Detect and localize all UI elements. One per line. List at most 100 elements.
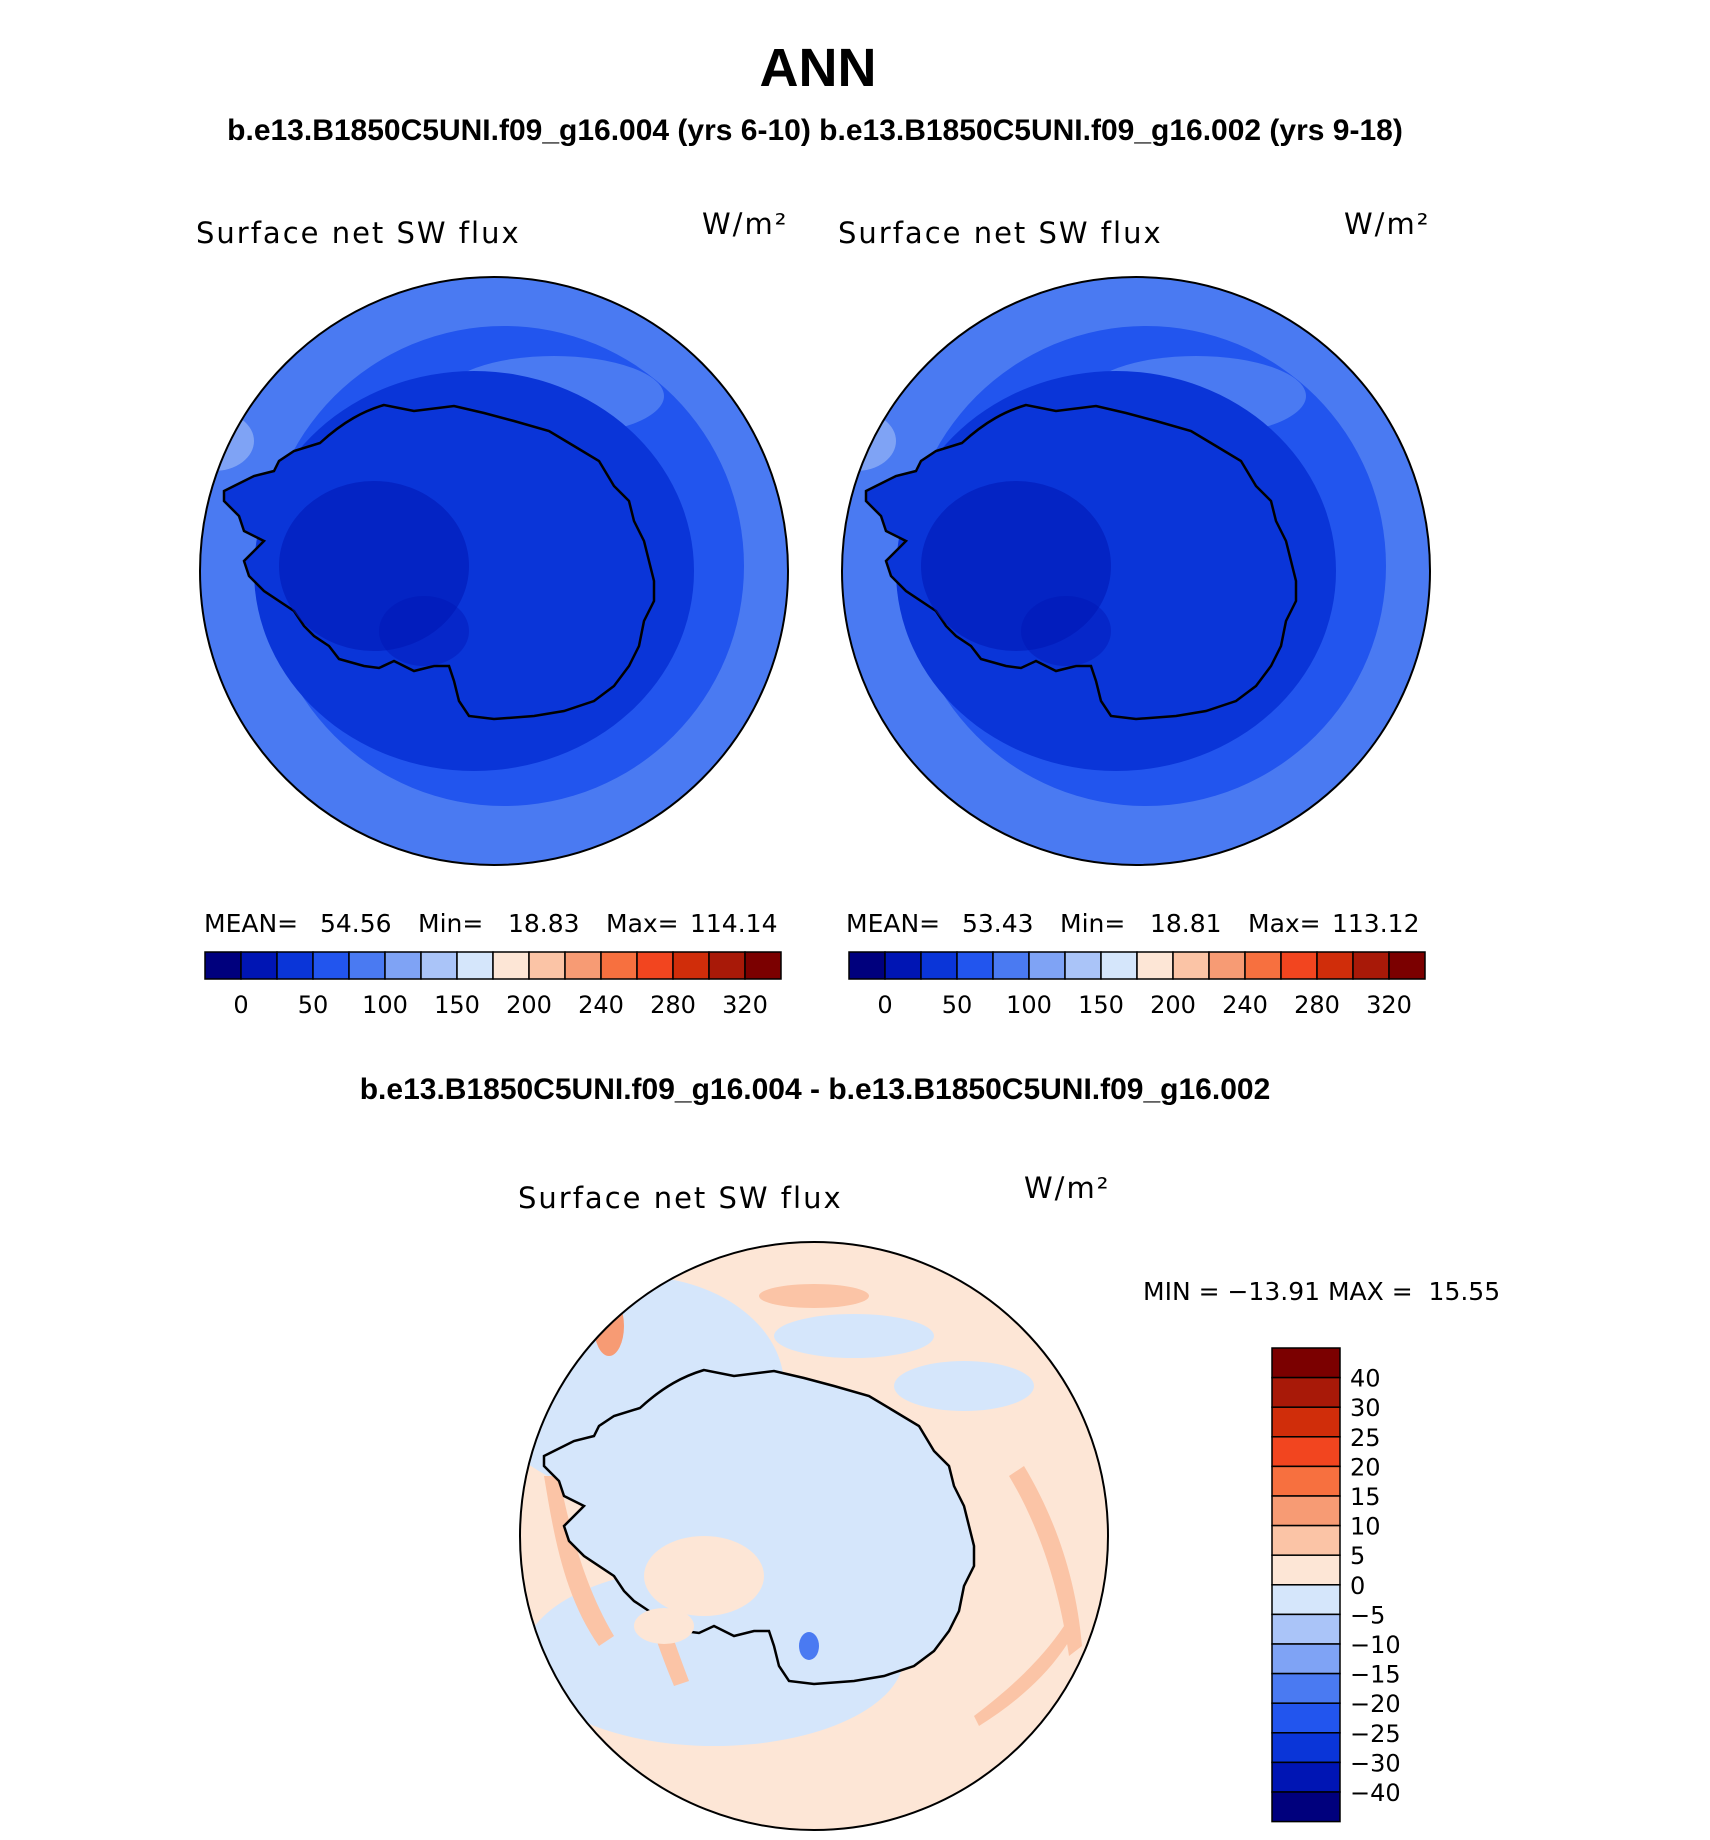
colorbar-tick-label: 240 [578,991,624,1019]
colorbar-swatch [636,951,674,980]
colorbar-tick-label: 150 [1078,991,1124,1019]
colorbar-tick-label: 40 [1350,1365,1381,1393]
colorbar-tick-label: 50 [298,991,329,1019]
panel-1-colorbar: 0 50 100 150 200 240 280 320 [204,951,782,1019]
colorbar-swatch [1271,1524,1341,1556]
colorbar-tick-label: 30 [1350,1394,1381,1422]
colorbar-swatch [1352,951,1390,980]
panel-2-antarctica [864,403,1298,721]
colorbar-swatch [600,951,638,980]
colorbar-tick-label: 100 [1006,991,1052,1019]
colorbar-swatch [240,951,278,980]
panel-1-mean-label: MEAN= [204,909,298,938]
colorbar-tick-label: 280 [650,991,696,1019]
colorbar-swatch [1271,1732,1341,1764]
colorbar-tick-label: −20 [1350,1690,1401,1718]
colorbar-swatch [276,951,314,980]
panel-1-max-value: 114.14 [690,909,777,938]
panel-2-max-value: 113.12 [1332,909,1419,938]
colorbar-tick-label: 200 [506,991,552,1019]
panel-1-min-label: Min= [418,909,483,938]
colorbar-tick-label: 15 [1350,1483,1381,1511]
colorbar-swatch [1271,1761,1341,1793]
colorbar-swatch [1064,951,1102,980]
colorbar-swatch [1271,1376,1341,1408]
panel-3-antarctica [542,1368,976,1686]
colorbar-swatch [1244,951,1282,980]
colorbar-swatch [1280,951,1318,980]
colorbar-swatch [1316,951,1354,980]
colorbar-tick-label: −40 [1350,1779,1401,1807]
colorbar-swatch [492,951,530,980]
colorbar-swatch [920,951,958,980]
colorbar-swatch [1100,951,1138,980]
colorbar-tick-label: −10 [1350,1631,1401,1659]
colorbar-swatch [1208,951,1246,980]
panel-2: Surface net SW flux W/m² MEAN= 53.43 Min… [838,207,1431,1019]
colorbar-swatch [708,951,746,980]
colorbar-swatch [312,951,350,980]
colorbar-tick-label: 10 [1350,1513,1381,1541]
colorbar-swatch [1271,1672,1341,1704]
colorbar-tick-label: −5 [1350,1601,1385,1629]
panel-1-max-label: Max= [606,909,679,938]
colorbar-tick-label: 0 [233,991,248,1019]
colorbar-tick-label: −30 [1350,1749,1401,1777]
colorbar-tick-label: 0 [877,991,892,1019]
colorbar-swatch [1271,1702,1341,1734]
colorbar-swatch [1028,951,1066,980]
panel-1-antarctica [222,403,656,721]
panel-3-units: W/m² [1024,1171,1110,1205]
panel-1-field-title: Surface net SW flux [196,216,521,250]
colorbar-tick-label: 150 [434,991,480,1019]
colorbar-swatch [1136,951,1174,980]
panel-1-map [199,276,789,866]
colorbar-swatch [204,951,242,980]
colorbar-tick-label: 5 [1350,1542,1365,1570]
panel-1-stats: MEAN= 54.56 Min= 18.83 Max= 114.14 [204,909,777,938]
colorbar-tick-label: 320 [1366,991,1412,1019]
colorbar-tick-label: 20 [1350,1453,1381,1481]
colorbar-swatch [1271,1613,1341,1645]
panel-2-mean-value: 53.43 [962,909,1034,938]
colorbar-swatch [528,951,566,980]
colorbar-swatch [744,951,782,980]
colorbar-swatch [1388,951,1426,980]
panel-2-min-value: 18.81 [1150,909,1222,938]
colorbar-swatch [1271,1436,1341,1468]
colorbar-swatch [348,951,386,980]
panel-2-max-label: Max= [1248,909,1321,938]
colorbar-tick-label: 240 [1222,991,1268,1019]
colorbar-swatch [956,951,994,980]
panel-2-mean-label: MEAN= [846,909,940,938]
colorbar-tick-label: 25 [1350,1424,1381,1452]
colorbar-swatch [672,951,710,980]
panel-1: Surface net SW flux W/m² MEAN= 54.56 Min… [196,207,789,1019]
colorbar-swatch [564,951,602,980]
panel-2-units: W/m² [1344,207,1430,241]
panel-2-field-title: Surface net SW flux [838,216,1163,250]
colorbar-swatch [1271,1643,1341,1675]
colorbar-swatch [992,951,1030,980]
colorbar-swatch [1271,1495,1341,1527]
colorbar-swatch [884,951,922,980]
difference-title: b.e13.B1850C5UNI.f09_g16.004 - b.e13.B18… [360,1073,1271,1106]
panel-3-minmax: MIN = −13.91 MAX = 15.55 [1143,1277,1500,1306]
panel-3: Surface net SW flux W/m² [518,1171,1500,1831]
colorbar-swatch [1271,1584,1341,1616]
colorbar-swatch [848,951,886,980]
panel-2-min-label: Min= [1060,909,1125,938]
colorbar-tick-label: −25 [1350,1720,1401,1748]
main-title: ANN [760,38,877,98]
runs-subtitle: b.e13.B1850C5UNI.f09_g16.004 (yrs 6-10) … [227,114,1403,147]
panel-1-min-value: 18.83 [508,909,580,938]
colorbar-tick-label: 200 [1150,991,1196,1019]
colorbar-tick-label: 280 [1294,991,1340,1019]
panel-2-colorbar: 0 50 100 150 200 240 280 320 [848,951,1426,1019]
colorbar-swatch [1172,951,1210,980]
panel-3-map [519,1241,1109,1831]
colorbar-tick-label: 320 [722,991,768,1019]
colorbar-swatch [384,951,422,980]
